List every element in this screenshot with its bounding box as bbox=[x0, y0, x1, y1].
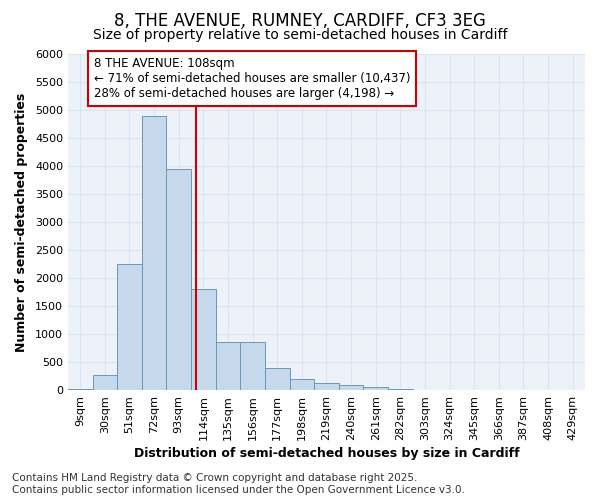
Y-axis label: Number of semi-detached properties: Number of semi-detached properties bbox=[15, 92, 28, 352]
Bar bbox=[68, 389, 92, 390]
Bar bbox=[314, 384, 339, 390]
Bar bbox=[92, 375, 117, 390]
Text: Contains HM Land Registry data © Crown copyright and database right 2025.
Contai: Contains HM Land Registry data © Crown c… bbox=[12, 474, 465, 495]
Bar bbox=[117, 264, 142, 390]
Bar bbox=[364, 387, 388, 390]
Bar bbox=[142, 116, 166, 390]
Text: 8, THE AVENUE, RUMNEY, CARDIFF, CF3 3EG: 8, THE AVENUE, RUMNEY, CARDIFF, CF3 3EG bbox=[114, 12, 486, 30]
X-axis label: Distribution of semi-detached houses by size in Cardiff: Distribution of semi-detached houses by … bbox=[134, 447, 519, 460]
Bar bbox=[265, 368, 290, 390]
Bar bbox=[166, 169, 191, 390]
Text: Size of property relative to semi-detached houses in Cardiff: Size of property relative to semi-detach… bbox=[93, 28, 507, 42]
Text: 8 THE AVENUE: 108sqm
← 71% of semi-detached houses are smaller (10,437)
28% of s: 8 THE AVENUE: 108sqm ← 71% of semi-detac… bbox=[94, 57, 410, 100]
Bar bbox=[215, 342, 240, 390]
Bar bbox=[290, 379, 314, 390]
Bar bbox=[388, 389, 413, 390]
Bar bbox=[339, 385, 364, 390]
Bar bbox=[191, 289, 215, 390]
Bar bbox=[240, 342, 265, 390]
